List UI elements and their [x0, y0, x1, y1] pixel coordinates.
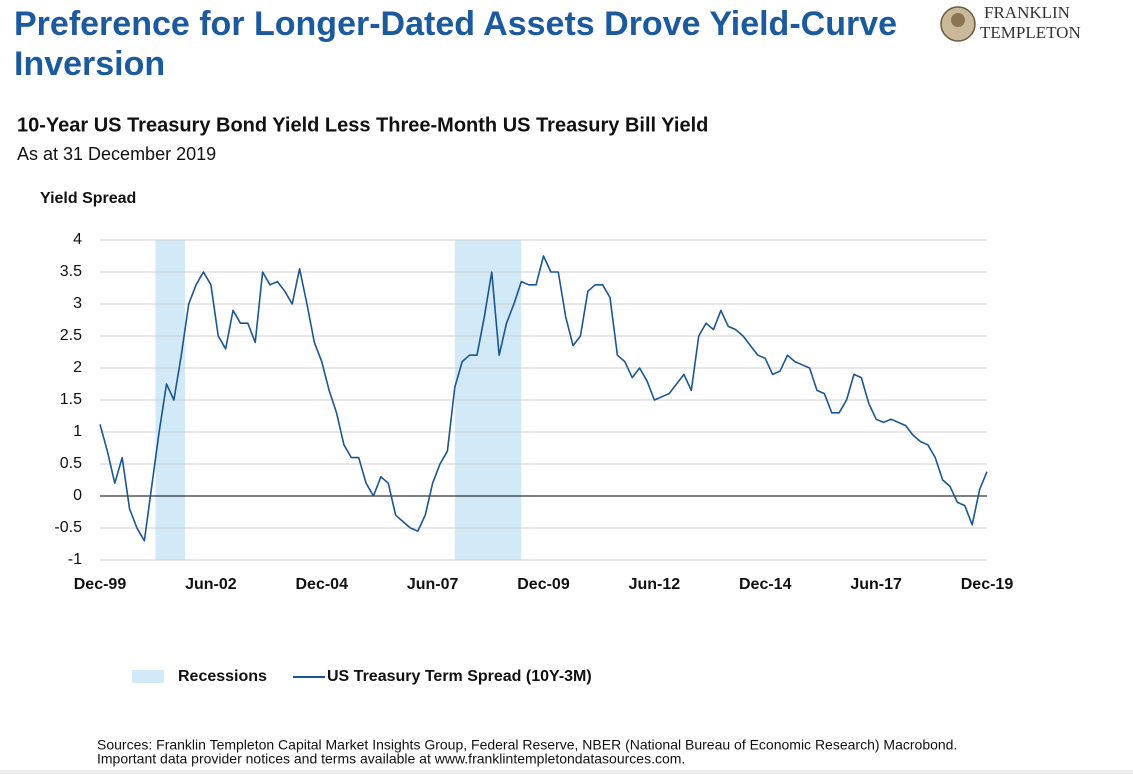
x-tick-label: Jun-02 [185, 576, 237, 593]
bottom-strip [0, 770, 1133, 774]
logo: FRANKLIN TEMPLETON [940, 3, 1081, 42]
x-tick-label: Jun-07 [407, 576, 459, 593]
y-tick-label: 0 [73, 487, 82, 504]
x-tick-label: Dec-19 [961, 576, 1014, 593]
x-tick-label: Jun-12 [629, 576, 681, 593]
y-tick-label: 3.5 [60, 263, 82, 280]
title-box: Preference for Longer-Dated Assets Drove… [14, 5, 898, 83]
logo-text: TEMPLETON [980, 23, 1081, 42]
chart-title: Preference for Longer-Dated Assets Drove… [14, 5, 898, 83]
x-tick-label: Dec-99 [74, 576, 127, 593]
subtitle: 10-Year US Treasury Bond Yield Less Thre… [17, 114, 708, 136]
x-tick-label: Dec-09 [517, 576, 570, 593]
source: Sources: Franklin Templeton Capital Mark… [97, 737, 957, 753]
x-tick-label: Dec-14 [739, 576, 792, 593]
series-line [99, 255, 988, 542]
y-tick-label: 4 [73, 231, 82, 248]
y-axis-label: Yield Spread [40, 190, 136, 207]
legend-swatch [132, 670, 164, 683]
y-tick-label: 1.5 [60, 391, 82, 408]
y-tick-label: 0.5 [60, 455, 82, 472]
legend-label: Recessions [178, 668, 267, 685]
x-tick-label: Jun-17 [850, 576, 902, 593]
logo-icon-face [951, 13, 965, 27]
y-tick-label: -1 [68, 551, 82, 568]
logo-text: FRANKLIN [984, 3, 1070, 22]
y-tick-label: 3 [73, 295, 82, 312]
y-tick-label: -0.5 [54, 519, 82, 536]
x-tick-label: Dec-04 [296, 576, 349, 593]
legend-label: US Treasury Term Spread (10Y-3M) [327, 668, 592, 685]
date-note: As at 31 December 2019 [17, 144, 216, 164]
source: Important data provider notices and term… [97, 751, 685, 767]
y-tick-label: 2 [73, 359, 82, 376]
y-tick-label: 2.5 [60, 327, 82, 344]
y-tick-label: 1 [73, 423, 82, 440]
